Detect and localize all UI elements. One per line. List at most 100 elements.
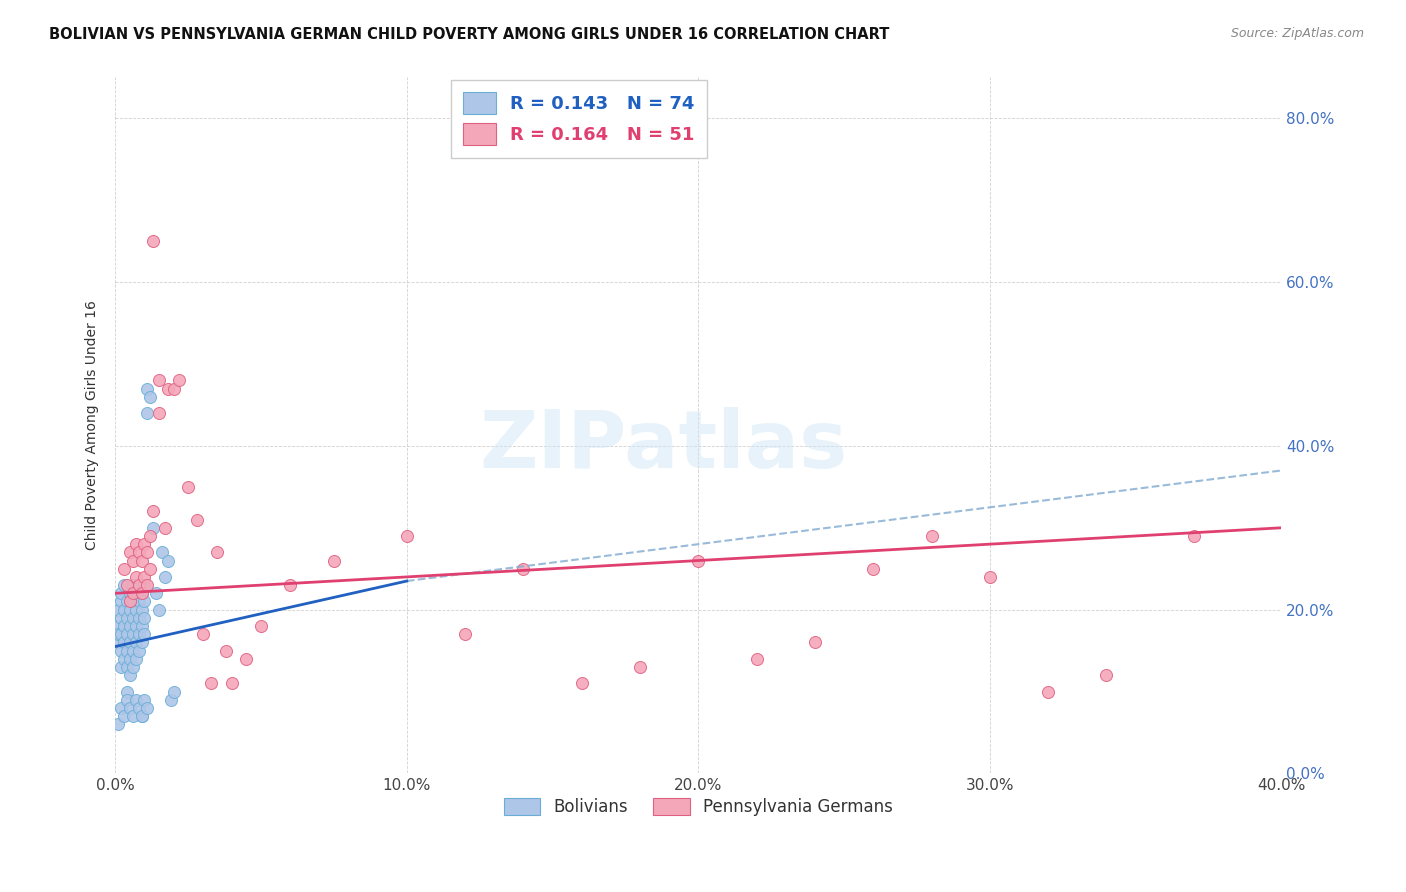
Text: BOLIVIAN VS PENNSYLVANIA GERMAN CHILD POVERTY AMONG GIRLS UNDER 16 CORRELATION C: BOLIVIAN VS PENNSYLVANIA GERMAN CHILD PO… <box>49 27 890 42</box>
Point <box>395 529 418 543</box>
Point <box>115 578 138 592</box>
Point <box>207 545 229 559</box>
Text: ZIPatlas: ZIPatlas <box>479 408 848 485</box>
Point <box>131 553 153 567</box>
Point <box>136 578 159 592</box>
Point <box>121 627 143 641</box>
Point <box>979 570 1001 584</box>
Point <box>110 701 132 715</box>
Point <box>118 652 141 666</box>
Point <box>142 521 165 535</box>
Point <box>125 635 148 649</box>
Point <box>745 652 768 666</box>
Point <box>107 627 129 641</box>
Point <box>139 390 162 404</box>
Point <box>110 643 132 657</box>
Point <box>121 578 143 592</box>
Y-axis label: Child Poverty Among Girls Under 16: Child Poverty Among Girls Under 16 <box>86 301 100 550</box>
Point <box>215 643 238 657</box>
Point <box>139 529 162 543</box>
Point <box>125 586 148 600</box>
Point <box>128 594 150 608</box>
Point <box>107 602 129 616</box>
Point <box>162 382 184 396</box>
Point <box>107 717 129 731</box>
Point <box>121 709 143 723</box>
Point <box>128 701 150 715</box>
Point <box>112 562 135 576</box>
Point <box>118 545 141 559</box>
Point <box>153 521 176 535</box>
Point <box>150 545 173 559</box>
Point <box>191 627 214 641</box>
Point <box>125 619 148 633</box>
Point <box>110 594 132 608</box>
Point <box>136 406 159 420</box>
Point <box>112 619 135 633</box>
Point <box>121 594 143 608</box>
Point <box>142 234 165 248</box>
Point <box>134 578 156 592</box>
Point <box>118 668 141 682</box>
Point <box>186 513 208 527</box>
Point <box>121 643 143 657</box>
Point <box>128 545 150 559</box>
Point <box>131 709 153 723</box>
Point <box>628 660 651 674</box>
Point <box>200 676 222 690</box>
Point <box>131 602 153 616</box>
Point <box>169 373 191 387</box>
Point <box>115 643 138 657</box>
Point <box>156 382 179 396</box>
Point <box>112 652 135 666</box>
Point <box>512 562 534 576</box>
Point <box>128 611 150 625</box>
Point <box>136 701 159 715</box>
Point <box>1038 684 1060 698</box>
Point <box>139 562 162 576</box>
Point <box>235 652 257 666</box>
Point <box>131 635 153 649</box>
Point <box>110 586 132 600</box>
Point <box>322 553 344 567</box>
Point <box>128 578 150 592</box>
Point <box>159 692 181 706</box>
Point <box>118 701 141 715</box>
Point <box>115 611 138 625</box>
Point <box>148 373 170 387</box>
Point <box>115 692 138 706</box>
Point <box>134 692 156 706</box>
Point <box>134 611 156 625</box>
Point <box>118 602 141 616</box>
Point <box>134 627 156 641</box>
Point <box>125 652 148 666</box>
Point <box>134 537 156 551</box>
Point <box>131 619 153 633</box>
Point <box>153 570 176 584</box>
Point <box>162 684 184 698</box>
Point <box>131 709 153 723</box>
Point <box>115 594 138 608</box>
Point <box>221 676 243 690</box>
Point <box>177 480 200 494</box>
Point <box>131 586 153 600</box>
Point <box>107 619 129 633</box>
Point <box>156 553 179 567</box>
Point <box>1095 668 1118 682</box>
Point <box>112 635 135 649</box>
Point <box>121 611 143 625</box>
Point <box>125 570 148 584</box>
Point <box>136 382 159 396</box>
Point <box>131 586 153 600</box>
Point <box>107 635 129 649</box>
Point <box>134 594 156 608</box>
Point <box>1182 529 1205 543</box>
Point <box>804 635 827 649</box>
Point <box>112 709 135 723</box>
Point <box>121 586 143 600</box>
Point <box>128 578 150 592</box>
Point <box>128 627 150 641</box>
Point <box>121 553 143 567</box>
Point <box>115 684 138 698</box>
Point <box>136 545 159 559</box>
